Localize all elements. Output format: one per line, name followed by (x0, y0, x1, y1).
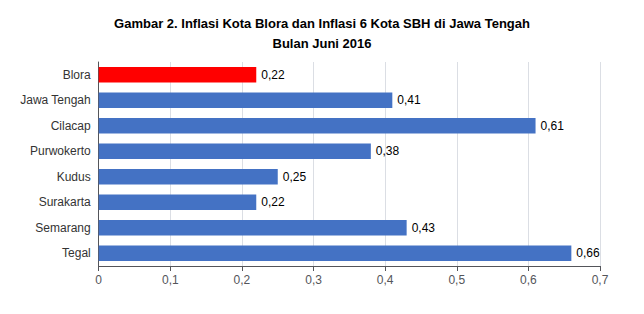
svg-text:Kudus: Kudus (57, 170, 91, 184)
svg-text:0,41: 0,41 (397, 93, 421, 107)
svg-text:Surakarta: Surakarta (39, 195, 91, 209)
svg-text:Gambar 2. Inflasi Kota Blora d: Gambar 2. Inflasi Kota Blora dan Inflasi… (114, 16, 530, 31)
svg-text:0,25: 0,25 (283, 170, 307, 184)
svg-text:0,2: 0,2 (234, 273, 251, 287)
svg-text:0,22: 0,22 (261, 195, 285, 209)
svg-text:0,4: 0,4 (377, 273, 394, 287)
svg-text:0,6: 0,6 (520, 273, 537, 287)
svg-text:0,22: 0,22 (261, 68, 285, 82)
svg-text:Blora: Blora (63, 68, 91, 82)
svg-text:Cilacap: Cilacap (51, 119, 91, 133)
svg-text:Purwokerto: Purwokerto (30, 144, 91, 158)
svg-text:0,66: 0,66 (576, 246, 600, 260)
svg-text:Semarang: Semarang (35, 221, 90, 235)
svg-text:0,43: 0,43 (412, 221, 436, 235)
svg-text:0,3: 0,3 (305, 273, 322, 287)
svg-text:Tegal: Tegal (62, 246, 91, 260)
svg-text:0: 0 (95, 273, 102, 287)
svg-text:Jawa Tengah: Jawa Tengah (20, 93, 91, 107)
svg-text:0,7: 0,7 (592, 273, 609, 287)
svg-text:0,1: 0,1 (162, 273, 179, 287)
svg-text:0,38: 0,38 (376, 144, 400, 158)
svg-text:0,61: 0,61 (541, 119, 565, 133)
svg-text:0,5: 0,5 (448, 273, 465, 287)
svg-text:Bulan Juni 2016: Bulan Juni 2016 (273, 36, 372, 51)
